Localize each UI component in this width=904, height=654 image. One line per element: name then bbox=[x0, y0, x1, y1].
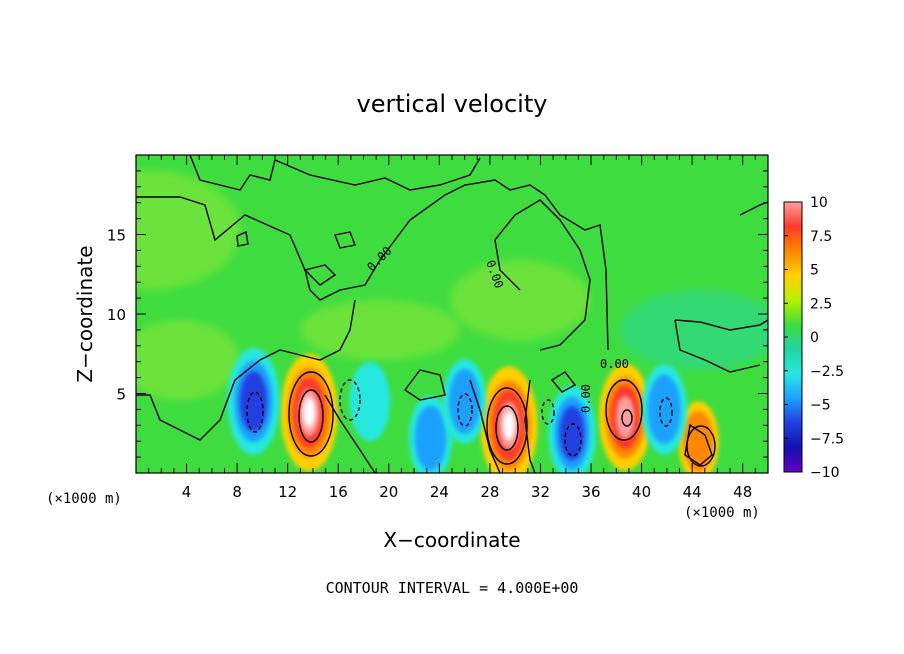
downdraft-core bbox=[239, 371, 268, 432]
x-tick-label: 48 bbox=[733, 483, 752, 501]
colorbar-label: −10 bbox=[810, 465, 840, 481]
colorbar-label: −2.5 bbox=[810, 364, 844, 380]
contour-line bbox=[486, 387, 528, 465]
contour-interval-footer: CONTOUR INTERVAL = 4.000E+00 bbox=[326, 579, 579, 597]
contour-line bbox=[236, 230, 249, 247]
x-axis-label: X−coordinate bbox=[383, 528, 520, 552]
x-axis: 4 8 12 16 20 24 28 32 36 40 44 48 bbox=[148, 155, 756, 501]
contour-line bbox=[674, 319, 761, 373]
field-blob bbox=[136, 320, 240, 400]
colorbar-label: 0 bbox=[810, 330, 819, 346]
contour-line bbox=[246, 391, 264, 433]
chart-title: vertical velocity bbox=[357, 90, 548, 118]
x-tick-label: 40 bbox=[632, 483, 651, 501]
colorbar-label: 5 bbox=[810, 263, 819, 279]
contour-line bbox=[494, 199, 591, 351]
contour-line bbox=[684, 423, 713, 466]
contour-line bbox=[288, 371, 334, 457]
contour-line bbox=[621, 409, 633, 427]
contour-label: 0.00 bbox=[579, 384, 593, 413]
field-area bbox=[136, 155, 768, 473]
x-tick-label: 32 bbox=[531, 483, 550, 501]
contour-line bbox=[303, 264, 337, 286]
field-blob bbox=[300, 300, 460, 360]
contour-line bbox=[550, 371, 577, 393]
x-tick-label: 28 bbox=[480, 483, 499, 501]
y-axis: 5 10 15 bbox=[107, 170, 768, 458]
x-tick-label: 20 bbox=[379, 483, 398, 501]
x-tick-label: 4 bbox=[182, 483, 192, 501]
y-tick-label: 5 bbox=[116, 386, 126, 404]
contour-line bbox=[524, 379, 536, 473]
contour-line bbox=[189, 155, 481, 191]
contour-lines bbox=[136, 155, 768, 473]
updraft-core bbox=[503, 410, 515, 441]
contour-line bbox=[339, 379, 361, 421]
contour-line bbox=[457, 393, 473, 427]
contour-line bbox=[674, 319, 768, 331]
contour-line bbox=[469, 379, 501, 473]
downdraft-core bbox=[414, 405, 447, 471]
colorbar-label: 7.5 bbox=[810, 229, 832, 245]
x-tick-label: 16 bbox=[329, 483, 348, 501]
colorbar-gradient bbox=[784, 202, 802, 472]
contour-line bbox=[334, 231, 356, 249]
field-blob bbox=[620, 290, 768, 370]
contour-line bbox=[605, 379, 643, 441]
x-unit-label-left: (×1000 m) bbox=[46, 491, 122, 507]
colorbar-label: −7.5 bbox=[810, 431, 844, 447]
x-tick-label: 36 bbox=[581, 483, 600, 501]
colorbar-label: 10 bbox=[810, 195, 828, 211]
contour-line bbox=[298, 389, 324, 443]
downdraft-core bbox=[448, 368, 481, 434]
colorbar-labels: 10 7.5 5 2.5 0 −2.5 −5 −7.5 −10 bbox=[784, 195, 844, 481]
contour-line bbox=[541, 399, 555, 425]
x-unit-label-right: (×1000 m) bbox=[684, 505, 760, 521]
contour-line bbox=[495, 405, 519, 451]
contour-line bbox=[659, 397, 673, 427]
contour-line bbox=[686, 425, 716, 467]
x-tick-label: 8 bbox=[232, 483, 242, 501]
updraft-core bbox=[615, 396, 635, 439]
y-tick-label: 10 bbox=[107, 306, 126, 324]
x-tick-label: 44 bbox=[683, 483, 702, 501]
contour-line bbox=[136, 299, 356, 441]
x-tick-label: 12 bbox=[278, 483, 297, 501]
downdraft-core bbox=[647, 374, 681, 445]
downdraft-core bbox=[349, 361, 391, 442]
contour-line bbox=[136, 179, 609, 351]
y-tick-label: 15 bbox=[107, 227, 126, 245]
field-blob bbox=[450, 260, 590, 340]
colorbar: 10 7.5 5 2.5 0 −2.5 −5 −7.5 −10 bbox=[783, 195, 844, 481]
contour-line bbox=[564, 423, 582, 457]
x-tick-label: 24 bbox=[430, 483, 449, 501]
y-axis-label: Z−coordinate bbox=[73, 245, 97, 382]
field-blob bbox=[136, 170, 240, 290]
updraft-core bbox=[303, 397, 316, 428]
colorbar-label: 2.5 bbox=[810, 296, 832, 312]
contour-line bbox=[403, 369, 446, 401]
contour-label: 0.00 bbox=[600, 357, 629, 371]
colorbar-label: −5 bbox=[810, 398, 831, 414]
